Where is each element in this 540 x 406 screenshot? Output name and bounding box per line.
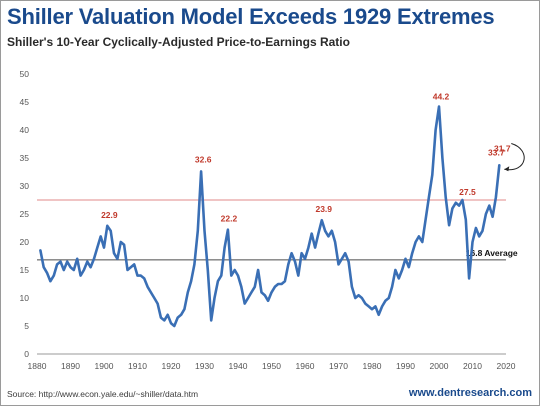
value-annotation: 31.7 (494, 143, 511, 153)
y-tick-label: 0 (24, 349, 29, 359)
value-annotation: 32.6 (195, 154, 212, 164)
x-tick-label: 1900 (95, 361, 114, 371)
x-tick-label: 1950 (262, 361, 281, 371)
y-tick-label: 45 (20, 97, 30, 107)
average-label: 16.8 Average (466, 248, 518, 258)
y-tick-label: 30 (20, 181, 30, 191)
x-tick-label: 1980 (363, 361, 382, 371)
series-layer (39, 105, 501, 328)
value-annotation: 44.2 (433, 91, 450, 101)
x-tick-label: 2020 (497, 361, 516, 371)
value-annotation: 22.9 (101, 210, 118, 220)
source-note: Source: http://www.econ.yale.edu/~shille… (7, 389, 199, 399)
y-tick-label: 5 (24, 321, 29, 331)
value-annotation: 23.9 (315, 204, 332, 214)
x-tick-label: 1940 (229, 361, 248, 371)
value-annotation: 22.2 (221, 214, 238, 224)
y-tick-label: 15 (20, 265, 30, 275)
x-tick-label: 1990 (396, 361, 415, 371)
callout-arrow (504, 143, 525, 171)
website-label: www.dentresearch.com (408, 387, 532, 399)
value-annotation: 27.5 (459, 187, 476, 197)
annotations: 22.9 32.6 22.2 23.9 44.2 27.5 33.731.7 (101, 91, 525, 224)
y-tick-label: 40 (20, 125, 30, 135)
arrow-head-icon (504, 166, 510, 172)
x-tick-label: 1890 (61, 361, 80, 371)
x-tick-label: 2010 (463, 361, 482, 371)
y-tick-label: 20 (20, 237, 30, 247)
y-tick-label: 50 (20, 69, 30, 79)
x-tick-label: 1930 (195, 361, 214, 371)
x-tick-label: 1880 (28, 361, 47, 371)
x-tick-label: 1920 (162, 361, 181, 371)
y-tick-label: 35 (20, 153, 30, 163)
value-annotation: 33.7 (488, 147, 505, 157)
x-tick-label: 1960 (296, 361, 315, 371)
chart-title: Shiller Valuation Model Exceeds 1929 Ext… (7, 4, 495, 29)
x-tick-label: 1910 (128, 361, 147, 371)
x-tick-label: 2000 (430, 361, 449, 371)
y-tick-label: 25 (20, 209, 30, 219)
chart-subtitle: Shiller's 10-Year Cyclically-Adjusted Pr… (7, 35, 350, 49)
x-tick-label: 1970 (329, 361, 348, 371)
y-tick-label: 10 (20, 293, 30, 303)
cape-series-line (39, 105, 501, 328)
axes: 0 5 10 15 20 25 30 35 40 45 50 1880 1890 1900 1910 1920… (20, 69, 516, 371)
